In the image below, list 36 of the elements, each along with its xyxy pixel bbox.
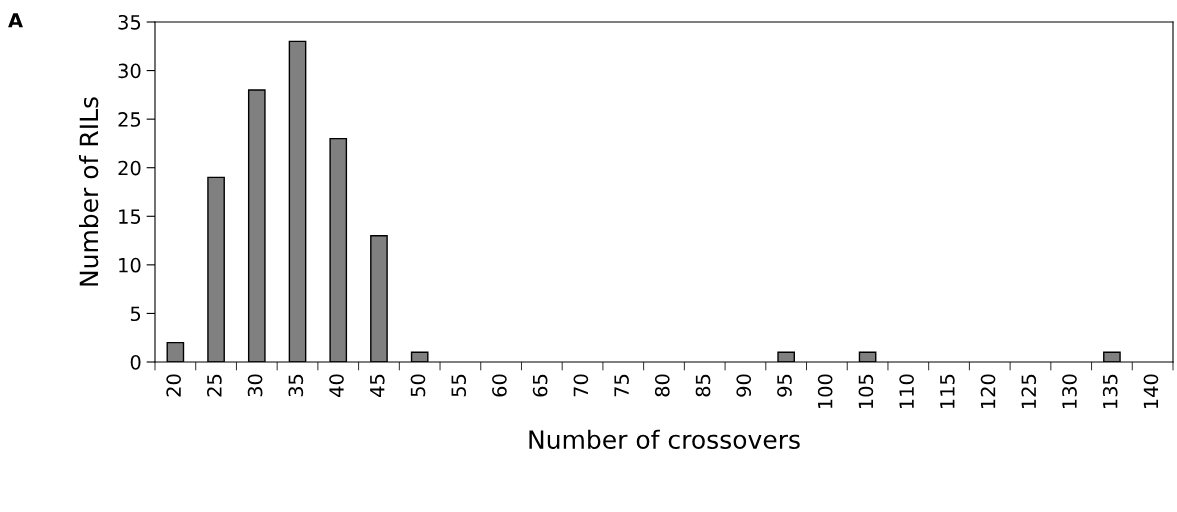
x-tick-label: 65 [532, 374, 548, 397]
x-tick-label: 115 [940, 374, 955, 409]
y-tick-label: 0 [130, 354, 141, 370]
x-tick-label: 25 [207, 374, 222, 397]
x-tick-label: 55 [451, 374, 467, 397]
x-tick-label: 125 [1021, 374, 1037, 409]
y-axis-title: Number of RILs [78, 97, 99, 286]
x-tick-label: 100 [817, 374, 833, 409]
x-tick-label: 75 [614, 374, 629, 397]
x-axis-title: Number of crossovers [529, 429, 800, 450]
x-tick-label: 40 [329, 374, 344, 397]
x-tick-label: 140 [1143, 374, 1159, 409]
y-tick-label: 35 [118, 14, 141, 30]
y-tick-label: 5 [130, 306, 141, 322]
x-tick-label: 135 [1102, 374, 1118, 409]
y-tick-label: 20 [118, 160, 141, 176]
y-tick-label: 30 [118, 63, 141, 79]
x-tick-label: 80 [654, 374, 670, 397]
x-tick-label: 130 [1062, 374, 1077, 409]
text: A [8, 13, 23, 28]
x-tick-label: 105 [858, 374, 874, 409]
y-tick-label: 15 [119, 209, 141, 224]
x-tick-label: 45 [370, 374, 385, 397]
x-tick-label: 30 [247, 374, 263, 397]
x-tick-label: 110 [899, 374, 914, 409]
x-tick-label: 35 [288, 374, 304, 397]
x-tick-label: 95 [777, 374, 792, 397]
y-tick-label: 25 [118, 112, 141, 127]
x-tick-label: 70 [573, 374, 589, 397]
x-tick-label: 85 [695, 374, 711, 397]
y-tick-label: 10 [119, 257, 141, 273]
x-tick-label: 60 [492, 374, 507, 397]
x-tick-label: 50 [410, 374, 426, 397]
x-tick-label: 120 [980, 374, 996, 409]
x-tick-label: 90 [736, 374, 752, 397]
x-tick-label: 20 [166, 374, 181, 397]
